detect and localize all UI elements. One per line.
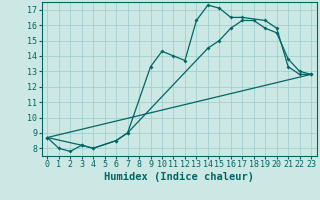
X-axis label: Humidex (Indice chaleur): Humidex (Indice chaleur)	[104, 172, 254, 182]
